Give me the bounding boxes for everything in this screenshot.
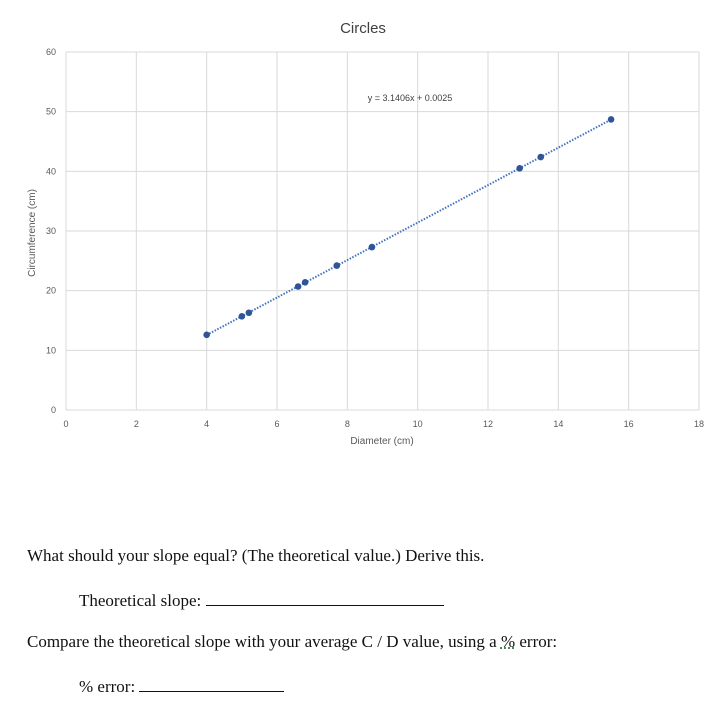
percent-error-label: % error:	[79, 677, 136, 696]
x-tick-label: 8	[345, 419, 350, 429]
theoretical-slope-label: Theoretical slope:	[79, 591, 202, 610]
x-tick-label: 6	[274, 419, 279, 429]
tick-labels: 0 10 20 30 40 50 60 0 2 4 6 8 10 12 14 16 18	[46, 47, 704, 429]
question-percent-error: Compare the theoretical slope with your …	[27, 632, 557, 652]
scatter-chart: Circles 0 10 20 30 40 50 60 0 2 4 6 8 10 12 14 16 18 Cir…	[27, 20, 704, 447]
chart-title: Circles	[340, 20, 386, 37]
data-point	[537, 153, 545, 161]
theoretical-slope-row: Theoretical slope:	[79, 589, 444, 611]
x-tick-label: 4	[204, 419, 209, 429]
data-point	[333, 262, 341, 269]
question-percent-error-text-a: Compare the theoretical slope with your …	[27, 632, 501, 651]
y-tick-label: 20	[46, 286, 56, 296]
trendline-equation: y = 3.1406x + 0.0025	[368, 93, 453, 103]
y-tick-label: 40	[46, 166, 56, 176]
data-point	[238, 313, 246, 320]
x-tick-label: 14	[553, 419, 563, 429]
y-tick-label: 30	[46, 226, 56, 236]
x-tick-label: 18	[694, 419, 704, 429]
question-slope: What should your slope equal? (The theor…	[27, 546, 485, 565]
theoretical-slope-blank[interactable]	[205, 589, 444, 606]
data-point	[301, 279, 309, 286]
x-tick-label: 10	[413, 419, 423, 429]
trendline-group	[206, 118, 612, 336]
x-axis-label: Diameter (cm)	[350, 436, 413, 447]
y-tick-label: 60	[46, 47, 56, 57]
x-tick-label: 16	[624, 419, 634, 429]
data-point	[516, 165, 523, 172]
y-tick-label: 50	[46, 107, 56, 117]
y-tick-label: 10	[46, 345, 56, 355]
data-points	[203, 116, 615, 339]
percent-error-row: % error:	[79, 675, 285, 697]
data-point	[245, 309, 253, 317]
data-point	[607, 116, 615, 123]
question-percent-error-text-b: error:	[515, 632, 558, 651]
percent-error-blank[interactable]	[139, 675, 285, 692]
data-point	[203, 331, 210, 339]
y-tick-label: 0	[51, 405, 56, 415]
y-axis-label: Circumference (cm)	[27, 189, 38, 277]
x-tick-label: 0	[63, 419, 68, 429]
data-point	[294, 283, 302, 290]
x-tick-label: 12	[483, 419, 493, 429]
gridlines	[65, 51, 700, 411]
question-percent-symbol: %	[500, 632, 516, 651]
data-point	[368, 243, 376, 251]
x-tick-label: 2	[134, 419, 139, 429]
trendline	[206, 118, 612, 336]
